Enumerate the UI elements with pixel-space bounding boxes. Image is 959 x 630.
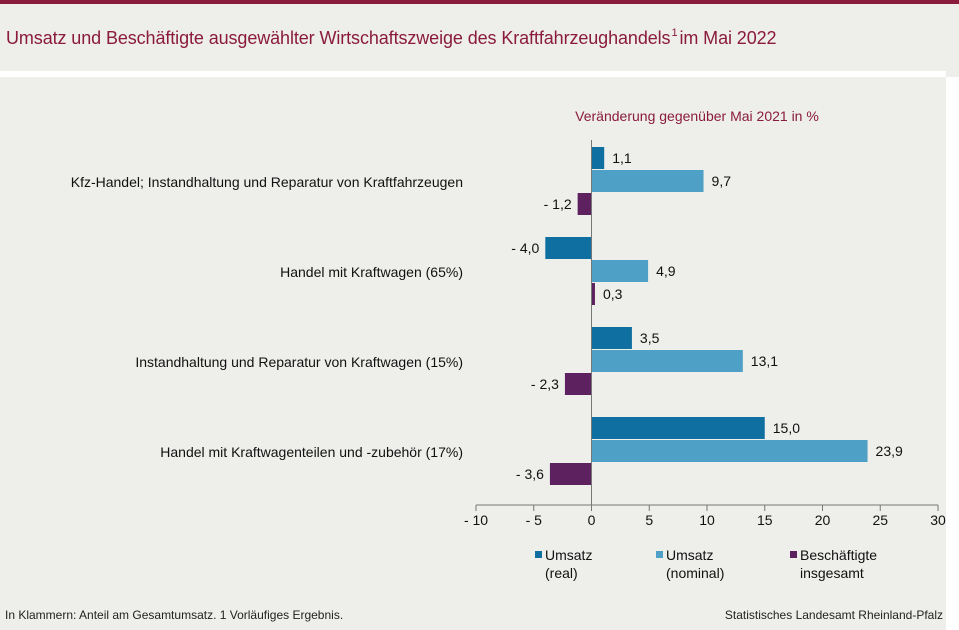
chart-subtitle: Veränderung gegenüber Mai 2021 in % (575, 108, 819, 124)
right-edge-strip (946, 77, 959, 630)
bar (591, 440, 868, 462)
title-footnote-mark: 1 (671, 27, 678, 39)
top-rule (0, 0, 959, 4)
data-label: 23,9 (876, 443, 903, 459)
title-separator (0, 71, 946, 77)
legend-label: (nominal) (666, 565, 724, 581)
category-label: Handel mit Kraftwagen (65%) (280, 264, 463, 280)
category-label: Instandhaltung und Reparatur von Kraftwa… (135, 354, 463, 370)
x-tick-label: 5 (645, 512, 653, 528)
data-label: 9,7 (712, 173, 732, 189)
bar (591, 260, 649, 282)
x-tick-label: 20 (815, 512, 831, 528)
data-label: 4,9 (656, 263, 676, 279)
legend-swatch (790, 551, 797, 558)
data-label: - 4,0 (511, 240, 539, 256)
data-label: 15,0 (773, 420, 800, 436)
x-tick-label: 0 (588, 512, 596, 528)
bar (577, 193, 592, 215)
legend-label: Umsatz (545, 547, 592, 563)
x-tick-label: 30 (930, 512, 946, 528)
bar (564, 373, 592, 395)
data-label: 1,1 (612, 150, 632, 166)
legend-item: Umsatz (real) (535, 547, 592, 581)
legend-label: (real) (545, 565, 578, 581)
legend-label: Beschäftigte (800, 547, 877, 563)
data-label: - 3,6 (516, 466, 544, 482)
x-tick-label: 10 (699, 512, 715, 528)
category-label: Kfz-Handel; Instandhaltung und Reparatur… (71, 174, 463, 190)
footer-note: In Klammern: Anteil am Gesamtumsatz. 1 V… (5, 608, 344, 622)
data-label: - 1,2 (544, 196, 572, 212)
legend-item: Beschäftigte insgesamt (790, 547, 877, 581)
data-label: - 2,3 (531, 376, 559, 392)
bar (591, 147, 605, 169)
x-tick-label: 15 (757, 512, 773, 528)
data-label: 3,5 (640, 330, 660, 346)
legend-label: Umsatz (666, 547, 713, 563)
title-suffix: im Mai 2022 (679, 28, 777, 48)
bar (545, 237, 592, 259)
chart-title: Umsatz und Beschäftigte ausgewählter Wir… (6, 27, 777, 49)
title-main: Umsatz und Beschäftigte ausgewählter Wir… (6, 28, 671, 48)
category-label: Handel mit Kraftwagenteilen und -zubehör… (160, 444, 463, 460)
x-tick-label: 25 (872, 512, 888, 528)
bar (591, 417, 765, 439)
bar (591, 350, 743, 372)
legend-item: Umsatz (nominal) (656, 547, 724, 581)
footer-source: Statistisches Landesamt Rheinland-Pfalz (724, 608, 943, 622)
data-label: 0,3 (603, 286, 623, 302)
x-tick-label: - 10 (464, 512, 488, 528)
legend-swatch (656, 551, 663, 558)
legend-swatch (535, 551, 542, 558)
legend-label: insgesamt (800, 565, 864, 581)
bar (591, 170, 704, 192)
bar (591, 327, 632, 349)
x-tick-label: - 5 (526, 512, 543, 528)
data-label: 13,1 (751, 353, 778, 369)
bar (591, 283, 595, 305)
bar (549, 463, 592, 485)
